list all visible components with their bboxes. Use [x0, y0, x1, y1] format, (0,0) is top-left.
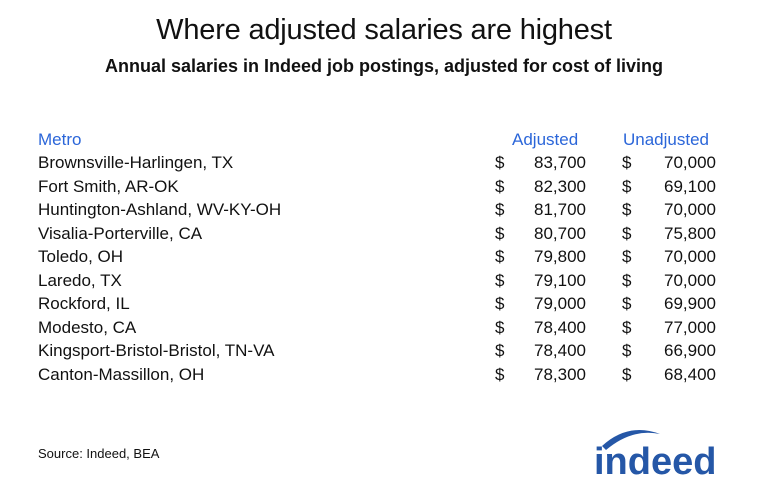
chart-title: Where adjusted salaries are highest	[156, 14, 612, 46]
unadjusted-currency-symbol: $	[622, 364, 632, 384]
column-header-unadjusted: Unadjusted	[623, 130, 710, 149]
table-row: Fort Smith, AR-OK $82,300 $69,100	[0, 177, 768, 201]
table-row: Kingsport-Bristol-Bristol, TN-VA $78,400 $…	[0, 341, 768, 365]
unadjusted-currency-symbol: $	[622, 270, 632, 290]
unadjusted-value-cell: 70,000	[664, 200, 716, 219]
unadjusted-currency-symbol: $	[622, 247, 632, 266]
unadjusted-currency-symbol: $	[622, 153, 632, 172]
adjusted-currency-symbol: $	[495, 153, 505, 172]
adjusted-value-cell: 78,400	[534, 317, 586, 337]
unadjusted-value-cell: 69,900	[664, 294, 716, 313]
unadjusted-value-cell: 70,000	[664, 270, 716, 290]
table-row: Huntington-Ashland, WV-KY-OH $81,700 $70,0…	[0, 200, 768, 224]
unadjusted-currency-symbol: $	[622, 317, 632, 337]
table-row: Canton-Massillon, OH $78,300 $68,400	[0, 365, 768, 389]
unadjusted-currency-symbol: $	[622, 176, 632, 196]
source-note: Source: Indeed, BEA	[38, 446, 160, 461]
adjusted-value-cell: 80,700	[534, 223, 586, 243]
metro-cell: Toledo, OH	[38, 247, 124, 266]
adjusted-currency-symbol: $	[495, 364, 505, 384]
adjusted-currency-symbol: $	[495, 223, 505, 243]
adjusted-value-cell: 82,300	[534, 176, 586, 196]
salary-table: Brownsville-Harlingen, TX $83,700 $70,000 F…	[0, 153, 768, 388]
unadjusted-value-cell: 77,000	[664, 317, 716, 337]
unadjusted-value-cell: 69,100	[664, 176, 716, 196]
unadjusted-value-cell: 70,000	[664, 153, 716, 172]
table-row: Rockford, IL $79,000 $69,900	[0, 294, 768, 318]
table-row: Brownsville-Harlingen, TX $83,700 $70,000	[0, 153, 768, 177]
adjusted-value-cell: 79,000	[534, 294, 586, 313]
unadjusted-value-cell: 75,800	[664, 223, 716, 243]
adjusted-currency-symbol: $	[495, 247, 505, 266]
metro-cell: Modesto, CA	[38, 317, 137, 337]
metro-cell: Laredo, TX	[38, 270, 122, 290]
table-row: Modesto, CA $78,400 $77,000	[0, 318, 768, 342]
adjusted-currency-symbol: $	[495, 317, 505, 337]
unadjusted-value-cell: 68,400	[664, 364, 716, 384]
metro-cell: Visalia-Porterville, CA	[38, 223, 203, 243]
adjusted-value-cell: 79,800	[534, 247, 586, 266]
adjusted-currency-symbol: $	[495, 200, 505, 219]
adjusted-value-cell: 78,400	[534, 341, 586, 360]
metro-cell: Fort Smith, AR-OK	[38, 176, 179, 196]
table-row: Laredo, TX $79,100 $70,000	[0, 271, 768, 295]
adjusted-currency-symbol: $	[495, 270, 505, 290]
metro-cell: Huntington-Ashland, WV-KY-OH	[38, 200, 282, 219]
metro-cell: Canton-Massillon, OH	[38, 364, 205, 384]
column-header-metro: Metro	[38, 130, 82, 149]
metro-cell: Brownsville-Harlingen, TX	[38, 153, 234, 172]
indeed-logo: indeed	[594, 430, 716, 483]
metro-cell: Kingsport-Bristol-Bristol, TN-VA	[38, 341, 275, 360]
unadjusted-currency-symbol: $	[622, 223, 632, 243]
adjusted-currency-symbol: $	[495, 341, 505, 360]
adjusted-value-cell: 81,700	[534, 200, 586, 219]
unadjusted-currency-symbol: $	[622, 200, 632, 219]
adjusted-value-cell: 79,100	[534, 270, 586, 290]
chart-subtitle: Annual salaries in Indeed job postings, …	[104, 56, 664, 76]
table-row: Visalia-Porterville, CA $80,700 $75,800	[0, 224, 768, 248]
adjusted-value-cell: 78,300	[534, 364, 586, 384]
adjusted-currency-symbol: $	[495, 176, 505, 196]
adjusted-currency-symbol: $	[495, 294, 505, 313]
column-header-adjusted: Adjusted	[512, 130, 579, 149]
metro-cell: Rockford, IL	[38, 294, 130, 313]
indeed-logo-swoosh	[602, 430, 660, 450]
unadjusted-value-cell: 70,000	[664, 247, 716, 266]
table-row: Toledo, OH $79,800 $70,000	[0, 247, 768, 271]
unadjusted-value-cell: 66,900	[664, 341, 716, 360]
adjusted-value-cell: 83,700	[534, 153, 586, 172]
indeed-logo-text: indeed	[594, 441, 716, 483]
unadjusted-currency-symbol: $	[622, 341, 632, 360]
unadjusted-currency-symbol: $	[622, 294, 632, 313]
